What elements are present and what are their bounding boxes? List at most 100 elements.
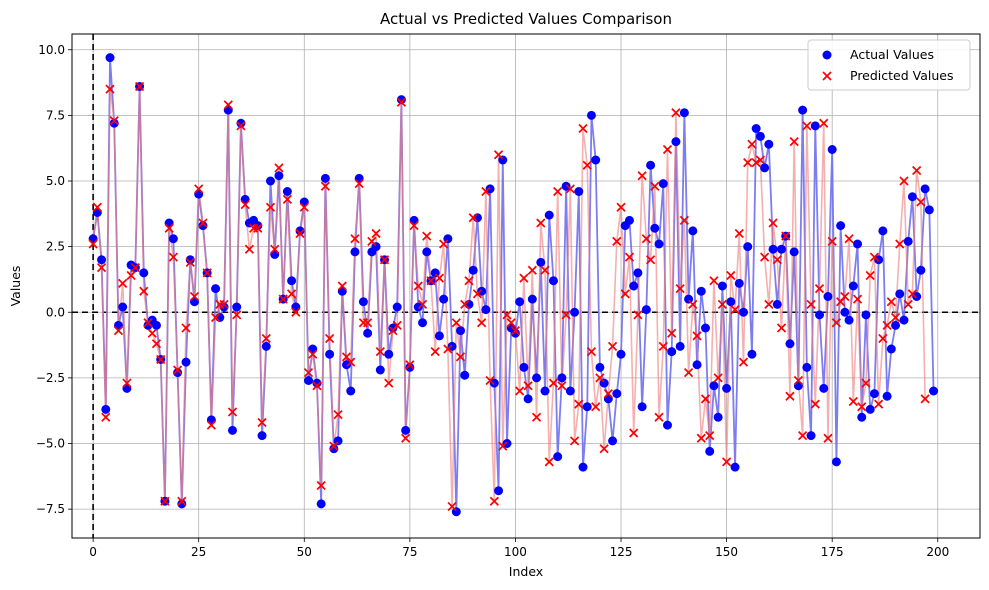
predicted-point [827, 236, 837, 246]
actual-point [633, 268, 643, 278]
actual-point [392, 302, 402, 312]
predicted-point [447, 501, 457, 512]
predicted-point [874, 399, 884, 409]
predicted-point [308, 349, 318, 359]
predicted-point [325, 333, 335, 344]
predicted-point [312, 381, 322, 391]
actual-point [536, 257, 546, 267]
actual-point [460, 370, 470, 380]
predicted-point [607, 341, 618, 351]
predicted-point [320, 181, 330, 191]
actual-point [118, 302, 128, 312]
x-tick-label: 150 [715, 545, 738, 559]
actual-point [882, 391, 892, 401]
predicted-point [515, 386, 525, 396]
predicted-point [219, 299, 229, 309]
actual-point [827, 145, 837, 154]
axes-frame [71, 33, 981, 539]
predicted-point [823, 433, 833, 443]
actual-point [489, 378, 499, 388]
actual-point [477, 286, 487, 296]
predicted-point [882, 320, 892, 330]
predicted-point [185, 257, 195, 267]
actual-point [422, 247, 432, 257]
actual-point [874, 255, 884, 265]
y-tick-label: −7.5 [36, 502, 65, 516]
actual-point [375, 365, 385, 375]
x-tick-label: 50 [297, 545, 312, 559]
actual-point [396, 95, 406, 105]
predicted-point [688, 299, 698, 309]
actual-point [312, 378, 322, 388]
predicted-point [206, 420, 216, 430]
actual-point [650, 223, 660, 233]
actual-point [869, 389, 879, 399]
actual-point [274, 171, 284, 181]
predicted-point [88, 239, 98, 249]
predicted-point [603, 389, 613, 399]
predicted-point [405, 360, 415, 370]
predicted-point [375, 347, 385, 357]
actual-point [350, 247, 360, 257]
actual-point [253, 221, 263, 231]
predicted-point [755, 155, 765, 165]
actual-point [616, 349, 626, 359]
actual-point [768, 244, 778, 254]
actual-point [227, 425, 237, 435]
actual-point [439, 294, 449, 304]
actual-point [789, 247, 799, 257]
predicted-point [519, 273, 529, 283]
predicted-point [510, 326, 521, 336]
actual-point [384, 349, 394, 359]
actual-point [316, 499, 326, 509]
y-tick-label: 2.5 [46, 240, 65, 254]
y-axis-label: Values [8, 266, 23, 307]
predicted-point [574, 399, 584, 409]
actual-point [903, 236, 913, 246]
predicted-point [244, 244, 254, 254]
actual-point [434, 331, 444, 341]
actual-point [502, 439, 512, 448]
predicted-point [599, 444, 609, 454]
predicted-point [105, 84, 115, 94]
predicted-point [417, 299, 428, 309]
predicted-point [789, 137, 799, 147]
predicted-point [401, 433, 411, 443]
predicted-point [793, 375, 804, 386]
actual-point [139, 268, 149, 278]
predicted-point [253, 223, 263, 233]
predicted-point [282, 194, 292, 204]
predicted-point [705, 431, 715, 441]
predicted-point [785, 391, 795, 401]
predicted-point [561, 310, 571, 320]
predicted-point [493, 150, 504, 160]
actual-point [853, 239, 863, 249]
actual-point [173, 368, 183, 378]
predicted-values-line [92, 86, 926, 507]
predicted-point [591, 402, 601, 412]
actual-point [844, 315, 854, 325]
actual-point [236, 118, 246, 128]
actual-point [401, 425, 411, 435]
predicted-point [810, 399, 820, 409]
predicted-point [489, 496, 499, 506]
predicted-point [134, 81, 145, 92]
actual-point [595, 362, 605, 372]
predicted-point [177, 496, 187, 506]
predicted-point [861, 378, 871, 388]
predicted-point [633, 310, 643, 320]
actual-point [798, 105, 808, 115]
actual-point [177, 499, 187, 509]
actual-point [819, 383, 829, 393]
predicted-point [168, 252, 178, 262]
y-tick-label: 10.0 [38, 43, 65, 57]
actual-point [232, 302, 242, 312]
predicted-point [143, 318, 153, 328]
predicted-point [629, 428, 639, 438]
predicted-point [426, 276, 436, 286]
actual-point [346, 386, 356, 396]
predicted-point [671, 108, 681, 118]
predicted-point [802, 121, 812, 131]
actual-point [553, 452, 563, 462]
predicted-point [291, 307, 301, 317]
